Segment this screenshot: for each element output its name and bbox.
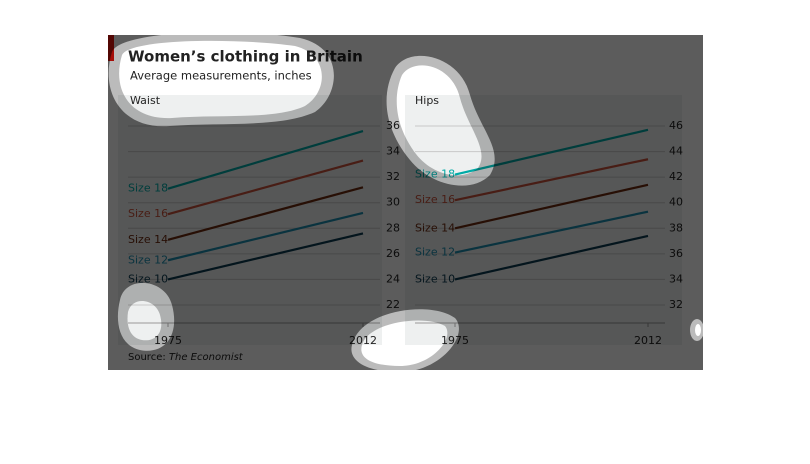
- y-tick-label: 38: [669, 221, 683, 234]
- source-name: The Economist: [169, 352, 244, 363]
- y-tick-label: 46: [669, 119, 683, 132]
- series-label: Size 18: [128, 182, 168, 195]
- source: Source: The Economist: [128, 352, 244, 363]
- y-tick-label: 24: [386, 272, 400, 285]
- chart-layer: Women’s clothing in Britain Average meas…: [108, 35, 703, 370]
- panel-title: Waist: [130, 94, 161, 107]
- x-tick-label: 2012: [634, 334, 662, 347]
- series-label: Size 18: [415, 168, 455, 181]
- x-tick-label: 2012: [349, 334, 377, 347]
- title: Women’s clothing in Britain: [128, 48, 363, 66]
- brand-tag: [108, 35, 114, 61]
- y-tick-label: 32: [669, 298, 683, 311]
- y-tick-label: 26: [386, 247, 400, 260]
- subtitle: Average measurements, inches: [130, 69, 312, 83]
- series-label: Size 16: [415, 193, 455, 206]
- series-label: Size 16: [128, 207, 168, 220]
- series-label: Size 14: [415, 221, 455, 234]
- y-tick-label: 34: [386, 145, 400, 158]
- panel-title: Hips: [415, 94, 439, 107]
- y-tick-label: 32: [386, 170, 400, 183]
- series-label: Size 14: [128, 233, 168, 246]
- series-label: Size 10: [128, 272, 168, 285]
- series-label: Size 12: [128, 253, 168, 266]
- y-tick-label: 34: [669, 272, 683, 285]
- y-tick-label: 30: [386, 196, 400, 209]
- y-tick-label: 22: [386, 298, 400, 311]
- x-tick-label: 1975: [441, 334, 469, 347]
- x-tick-label: 1975: [154, 334, 182, 347]
- y-tick-label: 42: [669, 170, 683, 183]
- series-label: Size 12: [415, 246, 455, 259]
- y-tick-label: 44: [669, 145, 683, 158]
- series-label: Size 10: [415, 272, 455, 285]
- y-tick-label: 36: [386, 119, 400, 132]
- y-tick-label: 36: [669, 247, 683, 260]
- y-tick-label: 28: [386, 221, 400, 234]
- y-tick-label: 40: [669, 196, 683, 209]
- source-label: Source:: [128, 352, 166, 363]
